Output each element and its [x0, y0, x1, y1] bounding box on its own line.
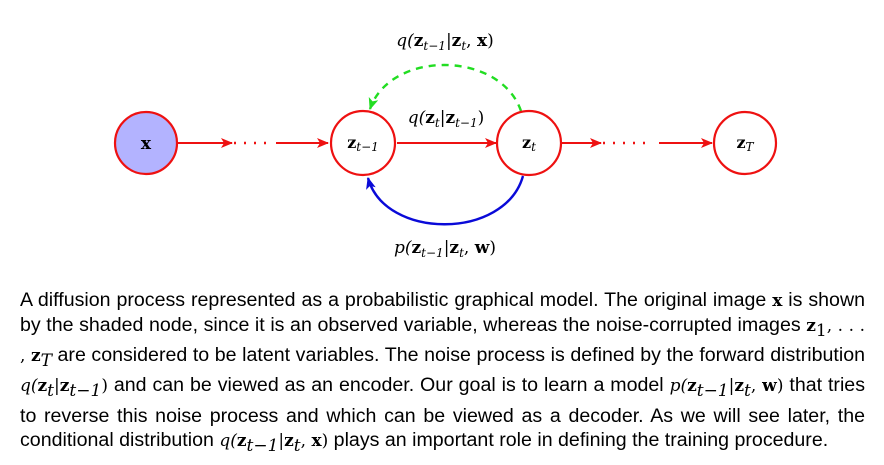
- label-forward-q: q(zt|zt−1): [408, 108, 485, 130]
- figure-caption: A diffusion process represented as a pro…: [20, 289, 865, 456]
- edge-reverse-p: [366, 175, 525, 226]
- node-z-t: [495, 109, 563, 177]
- node-z-t-label: zt: [522, 133, 536, 154]
- edge-conditional-q: [368, 63, 523, 112]
- node-z-prev-label: zt−1: [347, 133, 379, 154]
- node-x-label: x: [141, 134, 152, 154]
- node-z-T-label: zT: [736, 133, 754, 154]
- node-z-prev: [329, 109, 397, 177]
- diffusion-graphical-model: x zt−1 zt zT q(zt−1|zt, x) q(zt|zt−1) p(…: [113, 31, 778, 260]
- node-z-T: [712, 110, 778, 176]
- node-x-observed: [113, 110, 179, 176]
- label-conditional-q: q(zt−1|zt, x): [396, 31, 494, 53]
- label-reverse-p: p(zt−1|zt, w): [394, 238, 496, 260]
